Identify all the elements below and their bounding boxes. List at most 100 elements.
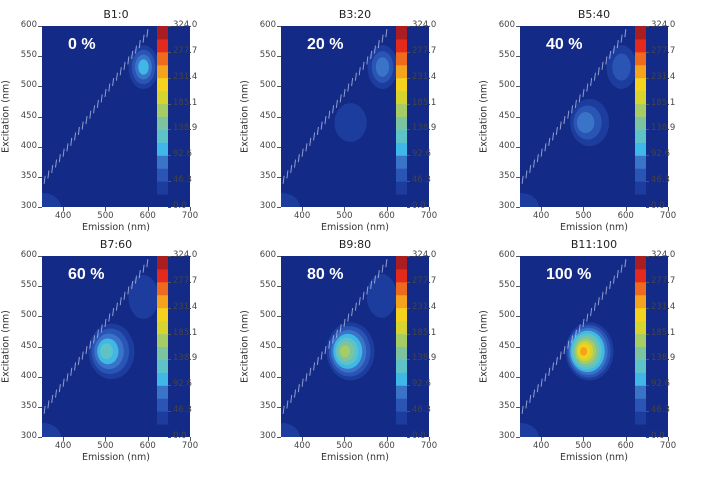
scatter-line-mark	[77, 126, 80, 136]
colorbar-band	[635, 372, 646, 386]
colorbar-tick-mark	[168, 207, 171, 208]
percent-annotation: 0 %	[68, 36, 96, 53]
scatter-line-mark	[343, 318, 346, 328]
scatter-line-mark	[108, 313, 111, 322]
colorbar-band	[396, 64, 407, 79]
colorbar-band	[157, 294, 168, 309]
scatter-line-mark	[377, 40, 380, 49]
y-tick-label: 500	[259, 80, 276, 91]
scatter-line-mark	[305, 373, 308, 382]
scatter-line-mark	[131, 280, 134, 290]
x-tick-mark	[190, 437, 191, 441]
colorbar-band	[396, 90, 407, 105]
colorbar-band	[396, 129, 407, 143]
colorbar-band	[635, 103, 646, 117]
colorbar-tick-label: 324.0	[651, 250, 676, 260]
colorbar-band	[157, 307, 168, 322]
panel-title: B1:0	[103, 8, 129, 21]
panel-title: B11:100	[570, 238, 618, 251]
colorbar-tick-label: 185.1	[651, 97, 676, 108]
scatter-line-mark	[548, 137, 551, 146]
scatter-line-mark	[578, 94, 581, 103]
x-tick-label: 600	[617, 441, 634, 451]
scatter-line-mark	[582, 318, 585, 328]
scatter-line-mark	[624, 259, 627, 268]
y-tick-mark	[277, 437, 281, 438]
colorbar-band	[635, 333, 646, 347]
scatter-line-mark	[362, 291, 365, 300]
scatter-line-mark	[381, 264, 384, 273]
scatter-line-mark	[362, 61, 365, 70]
y-tick-mark	[277, 116, 281, 118]
colorbar-band	[157, 359, 168, 373]
y-tick-mark	[38, 437, 42, 438]
scatter-line-mark	[586, 313, 589, 322]
y-tick-mark	[516, 256, 520, 257]
scatter-line-mark	[309, 137, 312, 146]
colorbar-band	[157, 320, 168, 335]
scatter-line-mark	[612, 275, 615, 284]
colorbar-tick-label: 277.7	[173, 275, 198, 286]
colorbar-tick-label: 92.6	[173, 149, 192, 160]
colorbar-tick-label: 92.6	[412, 149, 431, 160]
scatter-line-mark	[146, 259, 149, 268]
y-axis-label: Excitation (nm)	[239, 309, 251, 383]
y-tick-mark	[516, 406, 520, 408]
colorbar-band	[396, 333, 407, 347]
scatter-line-mark	[571, 105, 574, 114]
colorbar-svg	[157, 256, 168, 437]
corner-contour	[281, 423, 300, 437]
y-tick-mark	[516, 146, 520, 148]
colorbar-tick-label: 277.7	[651, 275, 676, 286]
scatter-line-mark	[612, 45, 615, 54]
colorbar-band	[396, 359, 407, 373]
scatter-line-mark	[313, 362, 316, 371]
scatter-line-mark	[552, 132, 555, 141]
y-tick-label: 400	[20, 370, 37, 381]
y-tick-mark	[38, 376, 42, 378]
percent-annotation: 100 %	[546, 266, 592, 283]
peak-short-contour-level	[579, 346, 588, 356]
peak-short-contour-level	[576, 112, 595, 134]
x-tick-mark	[344, 437, 346, 441]
y-tick-mark	[38, 86, 42, 88]
x-tick-mark	[147, 207, 149, 211]
colorbar-band	[396, 281, 407, 296]
y-tick-mark	[277, 256, 281, 257]
colorbar-tick-label: 231.4	[651, 71, 676, 82]
colorbar-tick-mark	[646, 207, 649, 208]
scatter-line-mark	[119, 67, 122, 76]
colorbar-tick-label: 231.4	[173, 71, 198, 82]
scatter-line-mark	[328, 340, 331, 349]
scatter-line-mark	[351, 78, 354, 87]
colorbar-band	[396, 38, 407, 53]
y-tick-label: 300	[259, 201, 276, 211]
panel-title: B7:60	[99, 238, 133, 251]
colorbar-tick-mark	[168, 411, 171, 413]
colorbar-band	[635, 64, 646, 79]
y-tick-label: 550	[20, 280, 37, 291]
x-tick-label: 700	[181, 441, 199, 451]
scatter-line-mark	[332, 335, 335, 344]
panel-title: B3:20	[338, 8, 372, 21]
scatter-line-mark	[115, 302, 118, 311]
x-tick-mark	[625, 437, 627, 441]
scatter-line-mark	[305, 143, 308, 152]
colorbar-svg	[157, 26, 168, 207]
colorbar-tick-mark	[646, 411, 649, 413]
colorbar-band	[157, 142, 168, 156]
colorbar-band	[396, 116, 407, 130]
y-tick-label: 400	[259, 140, 276, 151]
colorbar-band	[396, 294, 407, 309]
y-tick-mark	[277, 376, 281, 378]
scatter-line-mark	[548, 367, 551, 376]
colorbar-tick-mark	[407, 411, 410, 413]
y-tick-label: 550	[259, 50, 276, 61]
y-tick-mark	[277, 86, 281, 88]
scatter-line-mark	[58, 384, 61, 393]
scatter-line-mark	[521, 405, 524, 414]
colorbar-band	[157, 155, 168, 169]
scatter-line-mark	[58, 154, 61, 163]
x-tick-mark	[190, 207, 191, 211]
scatter-line-mark	[123, 291, 126, 300]
